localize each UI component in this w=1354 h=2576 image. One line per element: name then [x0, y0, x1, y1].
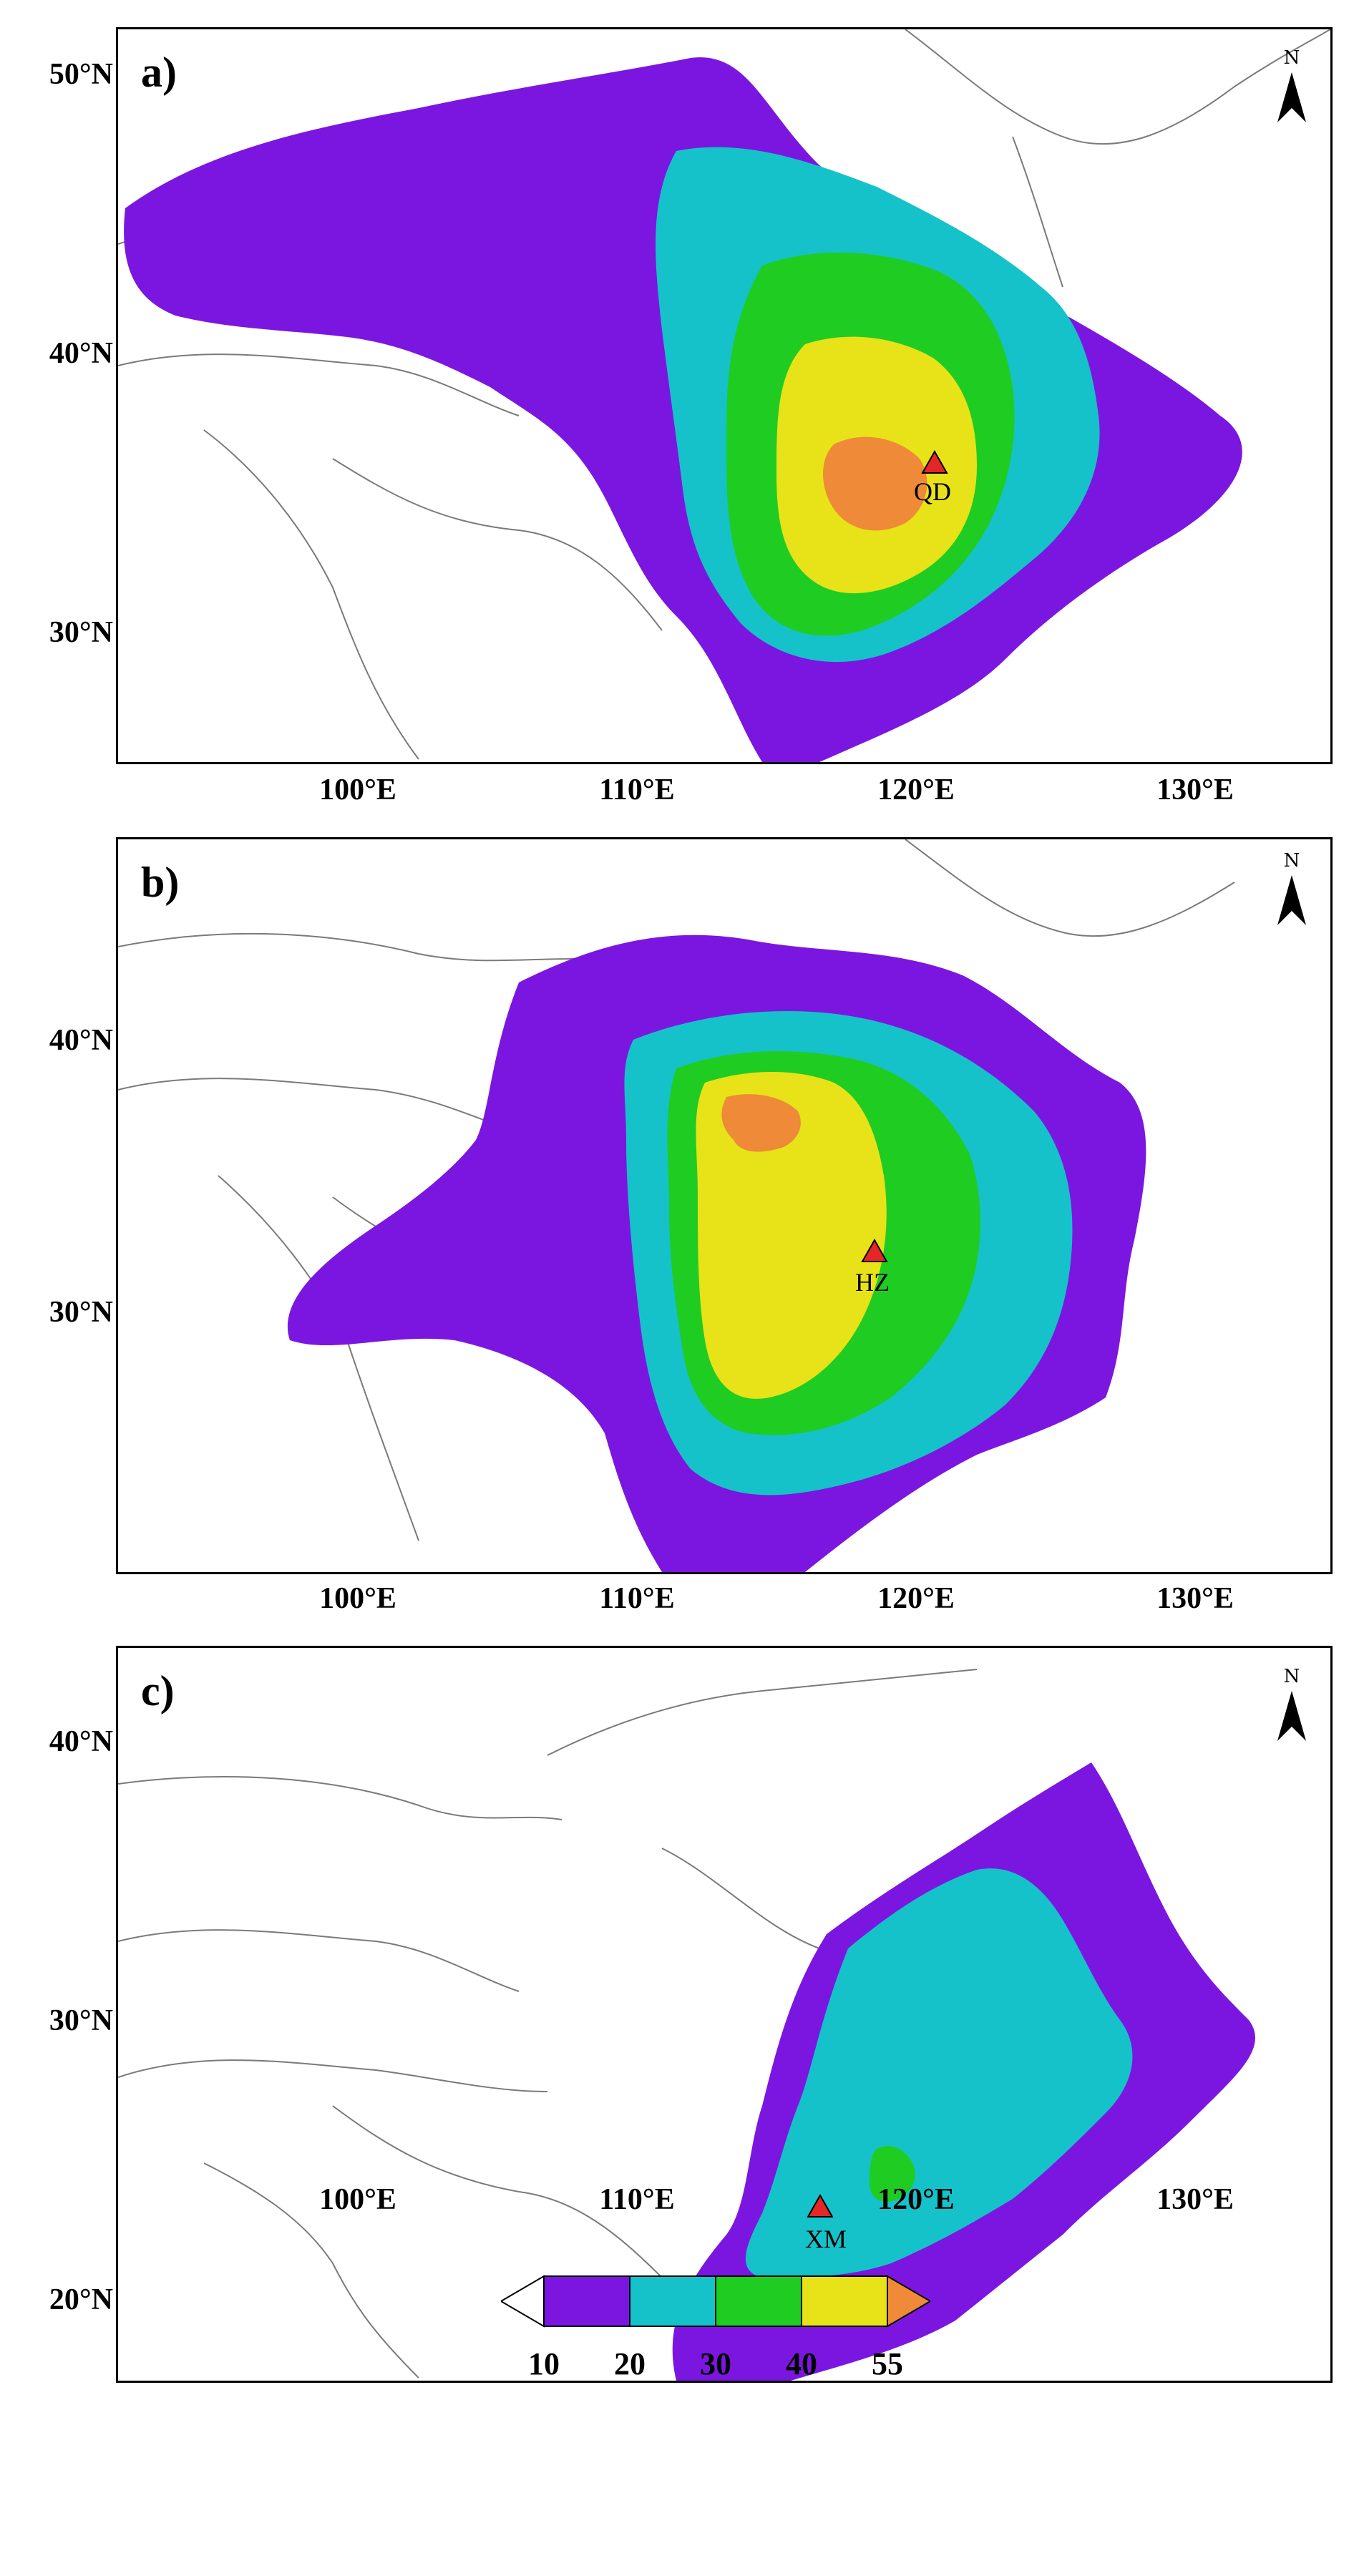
colorbar-label-40: 40 — [786, 2346, 817, 2381]
lat-label-a-30: 30°N — [49, 616, 113, 649]
station-marker-hz — [861, 1238, 888, 1262]
boundaries-c — [118, 1669, 978, 2379]
lon-label-a-120: 120°E — [877, 774, 955, 806]
svg-text:N: N — [1284, 47, 1300, 69]
panel-label-c: c) — [141, 1667, 175, 1714]
map-panel-b: b) HZ N — [116, 837, 1333, 1574]
lon-label-c-120: 120°E — [877, 2183, 955, 2216]
station-label-hz: HZ — [855, 1268, 890, 1297]
lon-label-b-110: 110°E — [599, 1582, 675, 1615]
lon-label-b-130: 130°E — [1156, 1582, 1234, 1615]
contour-30-40-c — [870, 2146, 915, 2202]
lat-label-b-30: 30°N — [49, 1296, 113, 1329]
north-arrow-b: N — [1263, 847, 1320, 932]
lat-label-b-40: 40°N — [49, 1024, 113, 1057]
map-a-canvas — [118, 29, 1330, 762]
contour-55-plus-b — [721, 1094, 801, 1152]
lat-label-a-40: 40°N — [49, 337, 113, 370]
station-marker-qd — [921, 449, 948, 474]
contour-20-30-c — [745, 1868, 1133, 2278]
map-panel-c: c) XM N — [116, 1646, 1333, 2383]
colorbar-segment-20-30 — [629, 2275, 716, 2327]
lon-label-b-120: 120°E — [877, 1582, 955, 1615]
station-label-xm: XM — [805, 2225, 847, 2253]
lon-label-c-110: 110°E — [599, 2183, 675, 2216]
lon-label-b-100: 100°E — [319, 1582, 396, 1615]
contour-55-plus-a — [823, 436, 927, 531]
map-panel-a: a) QD N — [116, 27, 1333, 764]
lon-label-c-130: 130°E — [1156, 2183, 1234, 2216]
lon-label-a-130: 130°E — [1156, 774, 1234, 806]
colorbar-label-10: 10 — [528, 2346, 560, 2381]
lat-label-c-40: 40°N — [49, 1725, 113, 1758]
contour-40-55-b — [696, 1072, 887, 1399]
svg-text:N: N — [1284, 850, 1300, 872]
panel-label-a: a) — [141, 49, 177, 96]
colorbar-above-triangle — [887, 2275, 932, 2328]
lat-label-c-20: 20°N — [49, 2283, 113, 2316]
station-marker-xm — [807, 2193, 834, 2218]
map-b-canvas — [118, 839, 1235, 1572]
colorbar-below-triangle — [500, 2275, 545, 2328]
map-c-canvas — [118, 1669, 1255, 2381]
station-label-qd: QD — [914, 477, 951, 506]
colorbar-segment-10-20 — [543, 2275, 630, 2327]
colorbar-segment-40-55 — [801, 2275, 888, 2327]
lon-label-a-110: 110°E — [599, 774, 675, 806]
lon-label-a-100: 100°E — [319, 774, 396, 806]
lat-label-c-30: 30°N — [49, 2004, 113, 2037]
colorbar-label-55: 55 — [872, 2346, 903, 2381]
svg-text:N: N — [1284, 1666, 1300, 1687]
lat-label-a-50: 50°N — [49, 58, 113, 91]
colorbar — [500, 2273, 932, 2330]
colorbar-segment-30-40 — [715, 2275, 802, 2327]
colorbar-label-20: 20 — [614, 2346, 646, 2381]
lon-label-c-100: 100°E — [319, 2183, 396, 2216]
north-arrow-a: N — [1263, 44, 1320, 130]
north-arrow-c: N — [1263, 1662, 1320, 1748]
panel-label-b: b) — [141, 859, 180, 906]
colorbar-label-30: 30 — [700, 2346, 731, 2381]
